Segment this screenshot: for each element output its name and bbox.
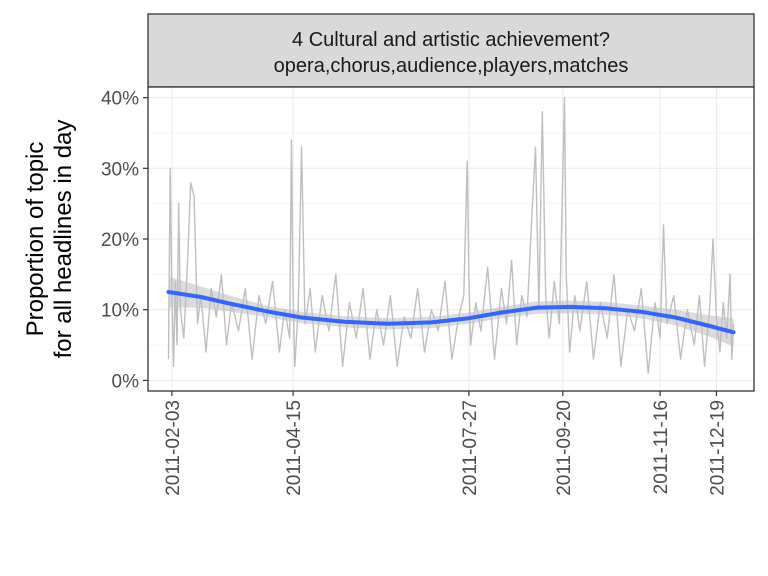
x-tick-label: 2011-07-27 bbox=[460, 400, 481, 496]
y-tick-label: 0% bbox=[112, 371, 140, 392]
x-tick-label: 2011-02-03 bbox=[163, 400, 184, 496]
smoothed-trend-line bbox=[166, 290, 736, 335]
facet-strip-title-line2: opera,chorus,audience,players,matches bbox=[274, 55, 629, 77]
y-axis-title-line2: for all headlines in day bbox=[50, 120, 77, 359]
raw-daily-proportion-line bbox=[167, 96, 735, 374]
x-axis-ticks: 2011-02-03 2011-04-15 2011-07-27 2011-09-20… bbox=[163, 391, 728, 496]
y-tick-label: 30% bbox=[101, 159, 139, 180]
x-tick-label: 2011-11-16 bbox=[651, 400, 672, 494]
y-axis-title-line1: Proportion of topic bbox=[22, 142, 49, 337]
facet-strip bbox=[147, 13, 755, 88]
x-tick-label: 2011-04-15 bbox=[284, 400, 305, 496]
facet-strip-title-line1: 4 Cultural and artistic achievement? bbox=[292, 29, 610, 51]
smooth-series-layer bbox=[166, 290, 736, 335]
y-axis-ticks: 0% 10% 20% 30% 40% bbox=[101, 89, 148, 392]
grid-lines bbox=[148, 87, 754, 391]
x-tick-label: 2011-12-19 bbox=[707, 400, 728, 496]
x-tick-label: 2011-09-20 bbox=[554, 400, 575, 496]
y-tick-label: 10% bbox=[101, 301, 139, 322]
raw-series-layer bbox=[167, 96, 735, 374]
y-tick-label: 40% bbox=[101, 89, 139, 110]
y-tick-label: 20% bbox=[101, 230, 139, 251]
